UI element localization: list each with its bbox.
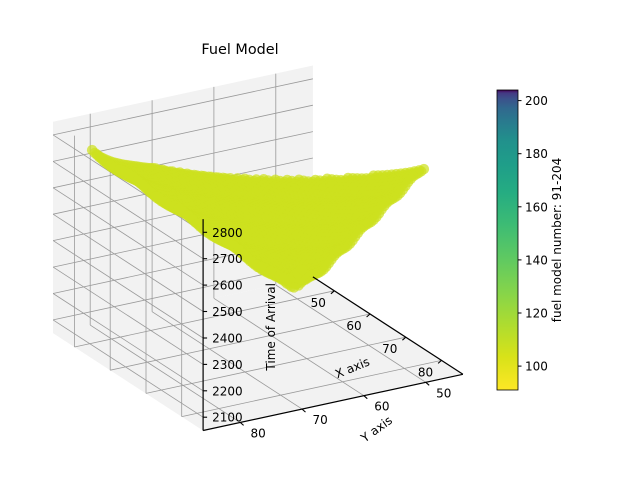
colorbar-tick-label: 100 <box>525 360 548 374</box>
axis-tick-label: Y axis <box>357 413 395 446</box>
grid-line <box>52 266 204 365</box>
tick-mark <box>425 381 430 386</box>
colorbar-tick-label: 180 <box>525 147 548 161</box>
tick-mark <box>366 313 371 318</box>
axis-tick-label: 50 <box>311 296 326 310</box>
grid-line <box>52 161 204 260</box>
scatter-points <box>86 144 430 293</box>
tick-mark <box>437 359 442 364</box>
tick-mark <box>330 290 335 295</box>
grid-line <box>181 360 442 417</box>
axis-tick-label: 70 <box>312 413 327 427</box>
grid-line <box>74 290 335 348</box>
axis-spine <box>202 373 464 432</box>
grid-line <box>52 293 204 392</box>
axis-tick-label: 2500 <box>212 305 243 319</box>
axis-tick-label: 80 <box>418 365 433 379</box>
colorbar-gradient[interactable] <box>496 89 519 391</box>
axis-tick-label: 2100 <box>212 411 243 425</box>
axis-tick-label: 80 <box>251 426 266 440</box>
colorbar-tick-label: 140 <box>525 253 548 267</box>
tick-mark <box>239 421 244 426</box>
axis-tick-label: 70 <box>382 342 397 356</box>
axis-spines <box>202 219 464 432</box>
grid-line <box>53 78 313 136</box>
axis-tick-label: 2700 <box>212 252 243 266</box>
tick-mark <box>363 395 368 400</box>
colorbar-tick-label: 120 <box>525 307 548 321</box>
grid-line <box>52 187 204 286</box>
grid-lines <box>52 73 442 423</box>
axis-spine <box>312 276 464 375</box>
grid-line <box>145 336 406 394</box>
axis-tick-label: 50 <box>436 386 451 400</box>
axis-tick-label: 60 <box>346 319 361 333</box>
grid-line <box>52 319 204 418</box>
grid-line <box>52 240 204 339</box>
tick-marks <box>203 231 442 426</box>
scatter-point <box>297 264 308 275</box>
axis-tick-label: 2300 <box>212 358 243 372</box>
colorbar-tick-label: 160 <box>525 200 548 214</box>
colorbar[interactable]: 100 120 140 160 180 200 fuel model number: 91… <box>496 89 564 391</box>
axis-tick-label: 60 <box>374 400 389 414</box>
axis-tick-label: 2800 <box>212 226 243 240</box>
axis-tick-label: 2200 <box>212 384 243 398</box>
colorbar-tick-label: 200 <box>525 94 548 108</box>
grid-line <box>53 131 313 189</box>
grid-line <box>52 134 204 233</box>
tick-mark <box>301 408 306 413</box>
grid-line <box>213 297 365 397</box>
grid-line <box>52 213 204 312</box>
axis-tick-label: Time of Arrival <box>264 283 278 372</box>
grid-line <box>275 284 427 383</box>
axis-tick-label: 2600 <box>212 279 243 293</box>
colorbar-title: fuel model number: 91-204 <box>550 158 564 323</box>
grid-line <box>151 311 303 410</box>
grid-line <box>89 324 241 423</box>
grid-line <box>110 313 371 371</box>
tick-mark <box>402 336 407 341</box>
axis-tick-label: 2400 <box>212 332 243 346</box>
page-title: Fuel Model <box>201 42 279 58</box>
colorbar-ticks: 100 120 140 160 180 200 <box>518 94 548 374</box>
